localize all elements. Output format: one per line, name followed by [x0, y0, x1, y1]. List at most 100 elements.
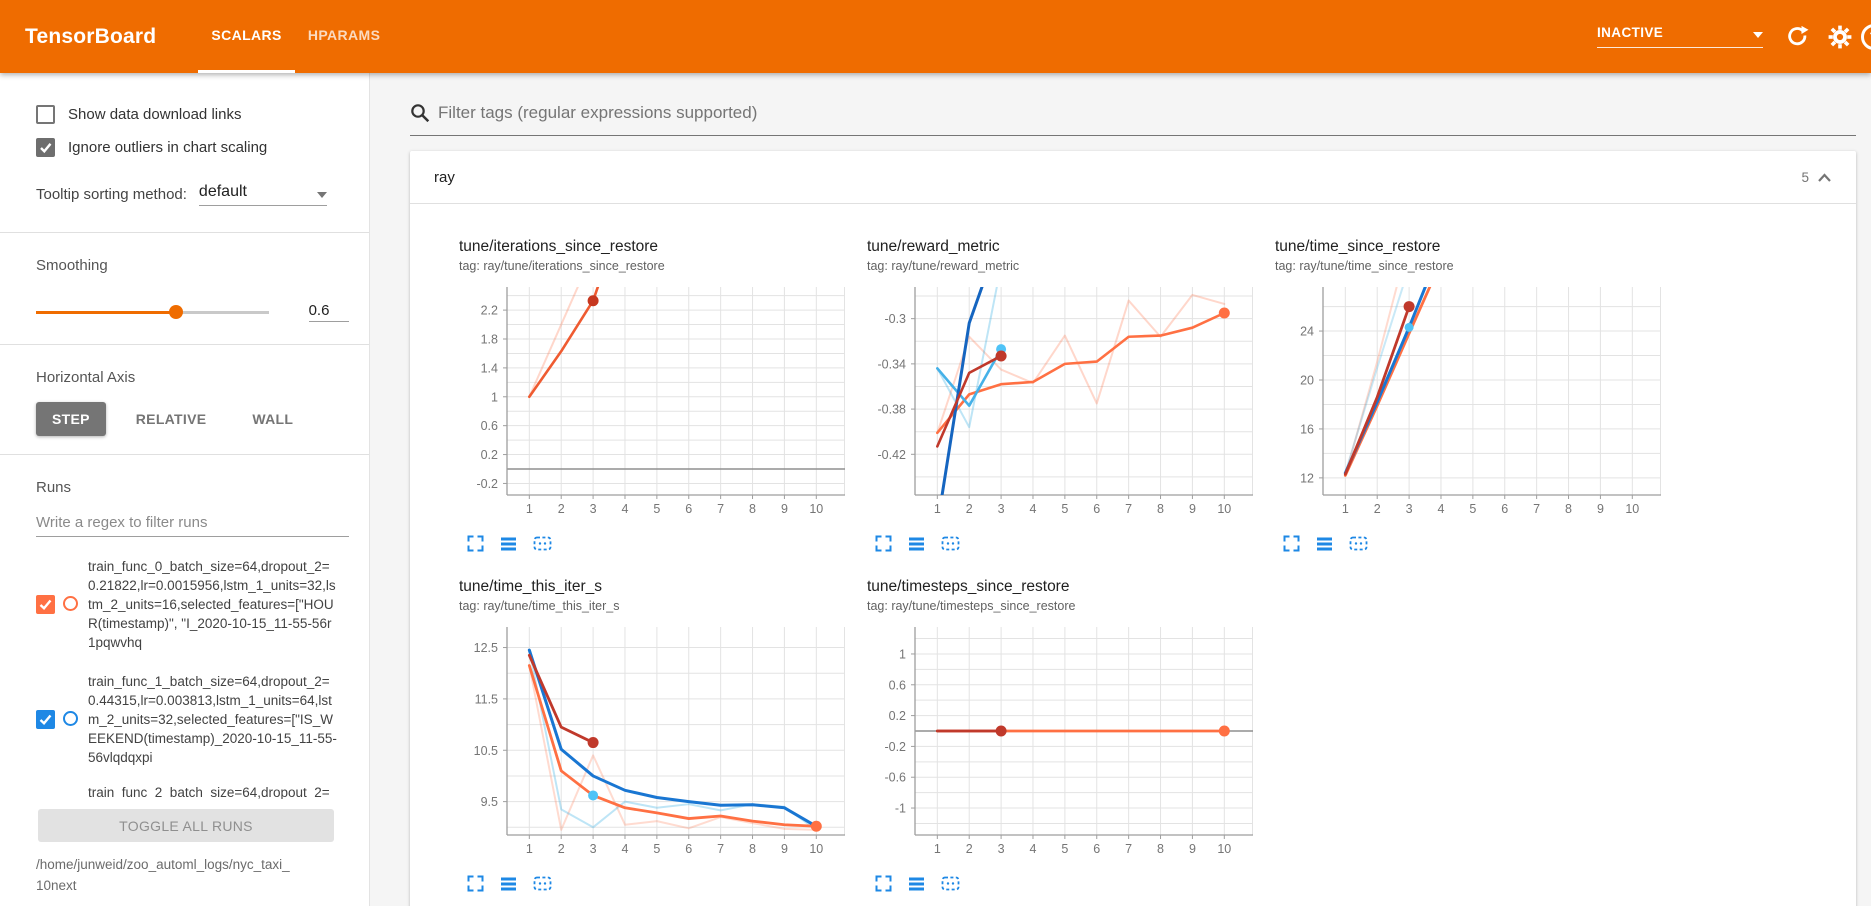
toggle-all-runs-button[interactable]: TOGGLE ALL RUNS [38, 809, 334, 842]
smoothing-slider[interactable] [36, 305, 269, 319]
expand-lines-icon[interactable] [1316, 535, 1333, 552]
checkbox-checked-icon [36, 138, 55, 157]
smoothing-label: Smoothing [36, 257, 108, 274]
expand-lines-icon[interactable] [908, 535, 925, 552]
fullscreen-icon[interactable] [875, 535, 892, 552]
divider [0, 454, 369, 455]
axis-relative-button[interactable]: RELATIVE [135, 411, 207, 427]
settings-sidebar: Show data download links Ignore outliers… [0, 73, 370, 906]
chart-toolbar [867, 875, 1259, 892]
fit-domain-icon[interactable] [533, 535, 552, 552]
expand-lines-icon[interactable] [500, 535, 517, 552]
run-list-item: train_func_0_batch_size=64,dropout_2= 0.2… [36, 557, 349, 652]
line-chart[interactable]: 1 0.6 0.2 -0.2 -0.6 -1 1 2 3 4 5 6 7 8 9 10 [867, 621, 1259, 863]
chart-count-badge: 5 [1801, 169, 1809, 185]
tab-hparams[interactable]: HPARAMS [307, 27, 381, 43]
svg-text:-0.42: -0.42 [878, 448, 907, 462]
svg-text:9: 9 [1189, 502, 1196, 516]
axis-wall-button[interactable]: WALL [252, 411, 294, 427]
slider-thumb-icon[interactable] [168, 305, 183, 319]
horizontal-axis-label: Horizontal Axis [36, 369, 136, 386]
divider [0, 232, 369, 233]
svg-text:12.5: 12.5 [474, 641, 498, 655]
svg-text:9: 9 [1597, 502, 1604, 516]
ignore-outliers-checkbox[interactable]: Ignore outliers in chart scaling [36, 138, 349, 157]
runs-filter-input[interactable] [36, 514, 349, 531]
svg-text:8: 8 [1565, 502, 1572, 516]
svg-text:0.2: 0.2 [889, 709, 906, 723]
svg-text:9: 9 [781, 502, 788, 516]
svg-text:5: 5 [653, 502, 660, 516]
line-chart[interactable]: -0.2 0.2 0.6 1 1.4 1.8 2.2 1 2 3 4 5 6 7 8 9 10 [459, 281, 851, 523]
chart-toolbar [1275, 535, 1667, 552]
smoothing-value-field[interactable]: 0.6 [308, 302, 349, 322]
svg-text:10: 10 [1625, 502, 1639, 516]
run-name: train_func_2_batch_size=64,dropout_2= [88, 785, 330, 799]
svg-text:1: 1 [934, 502, 941, 516]
axis-step-button[interactable]: STEP [36, 402, 106, 436]
fit-domain-icon[interactable] [533, 875, 552, 892]
svg-text:8: 8 [749, 842, 756, 856]
svg-text:4: 4 [1030, 842, 1037, 856]
svg-text:16: 16 [1300, 422, 1314, 436]
svg-text:6: 6 [1093, 502, 1100, 516]
tooltip-sorting-label: Tooltip sorting method: [36, 186, 187, 203]
svg-text:-0.6: -0.6 [884, 771, 906, 785]
tooltip-sorting-select[interactable]: default [198, 183, 327, 206]
chevron-down-icon [316, 192, 327, 198]
svg-text:2: 2 [966, 502, 973, 516]
status-dropdown[interactable]: INACTIVE [1597, 25, 1763, 48]
fullscreen-icon[interactable] [467, 875, 484, 892]
chart-tag: tag: ray/tune/iterations_since_restore [459, 259, 665, 273]
svg-text:1: 1 [526, 842, 533, 856]
svg-text:9: 9 [1189, 842, 1196, 856]
fit-domain-icon[interactable] [1349, 535, 1368, 552]
svg-text:10: 10 [809, 842, 823, 856]
chart-tag: tag: ray/tune/time_this_iter_s [459, 599, 620, 613]
chevron-up-icon [1818, 172, 1831, 182]
svg-text:0.6: 0.6 [889, 678, 906, 692]
svg-text:2: 2 [558, 502, 565, 516]
tag-group-header[interactable]: ray 5 [410, 151, 1856, 204]
tag-group-card: ray 5 tune/iterations_since_restore tag: … [410, 151, 1856, 906]
chart-tag: tag: ray/tune/reward_metric [867, 259, 1020, 273]
expand-lines-icon[interactable] [500, 875, 517, 892]
svg-text:10: 10 [809, 502, 823, 516]
line-chart[interactable]: -0.42 -0.38 -0.34 -0.3 1 2 3 4 5 6 7 8 9 10 [867, 281, 1259, 523]
filter-tags-input[interactable] [438, 103, 1856, 123]
fullscreen-icon[interactable] [467, 535, 484, 552]
svg-text:3: 3 [590, 842, 597, 856]
line-chart[interactable]: 9.5 10.5 11.5 12.5 1 2 3 4 5 6 7 8 9 10 [459, 621, 851, 863]
run-checkbox[interactable] [36, 710, 55, 729]
fullscreen-icon[interactable] [875, 875, 892, 892]
refresh-icon[interactable] [1777, 25, 1819, 49]
svg-text:7: 7 [1125, 502, 1132, 516]
chart-toolbar [867, 535, 1259, 552]
scalar-chart-card: tune/iterations_since_restore tag: ray/tu… [459, 238, 851, 552]
show-download-links-checkbox[interactable]: Show data download links [36, 105, 349, 124]
fit-domain-icon[interactable] [941, 875, 960, 892]
svg-text:7: 7 [1125, 842, 1132, 856]
svg-text:9: 9 [781, 842, 788, 856]
expand-lines-icon[interactable] [908, 875, 925, 892]
run-isolate-radio[interactable] [63, 711, 78, 726]
help-icon[interactable]: ? [1861, 23, 1871, 50]
run-isolate-radio[interactable] [63, 596, 78, 611]
dropdown-caret-icon [1753, 32, 1763, 38]
tab-scalars[interactable]: SCALARS [198, 0, 295, 73]
svg-text:1: 1 [491, 390, 498, 404]
status-badge: INACTIVE [1597, 25, 1664, 40]
scalar-chart-card: tune/time_this_iter_s tag: ray/tune/time_… [459, 578, 851, 892]
chart-title: tune/timesteps_since_restore [867, 578, 1070, 595]
runs-list: train_func_0_batch_size=64,dropout_2= 0.2… [36, 557, 349, 799]
svg-text:2.2: 2.2 [481, 304, 498, 318]
svg-text:10: 10 [1217, 842, 1231, 856]
run-checkbox[interactable] [36, 595, 55, 614]
svg-text:1: 1 [899, 647, 906, 661]
svg-text:4: 4 [622, 502, 629, 516]
fullscreen-icon[interactable] [1283, 535, 1300, 552]
settings-gear-icon[interactable] [1819, 25, 1861, 49]
fit-domain-icon[interactable] [941, 535, 960, 552]
svg-text:4: 4 [1438, 502, 1445, 516]
